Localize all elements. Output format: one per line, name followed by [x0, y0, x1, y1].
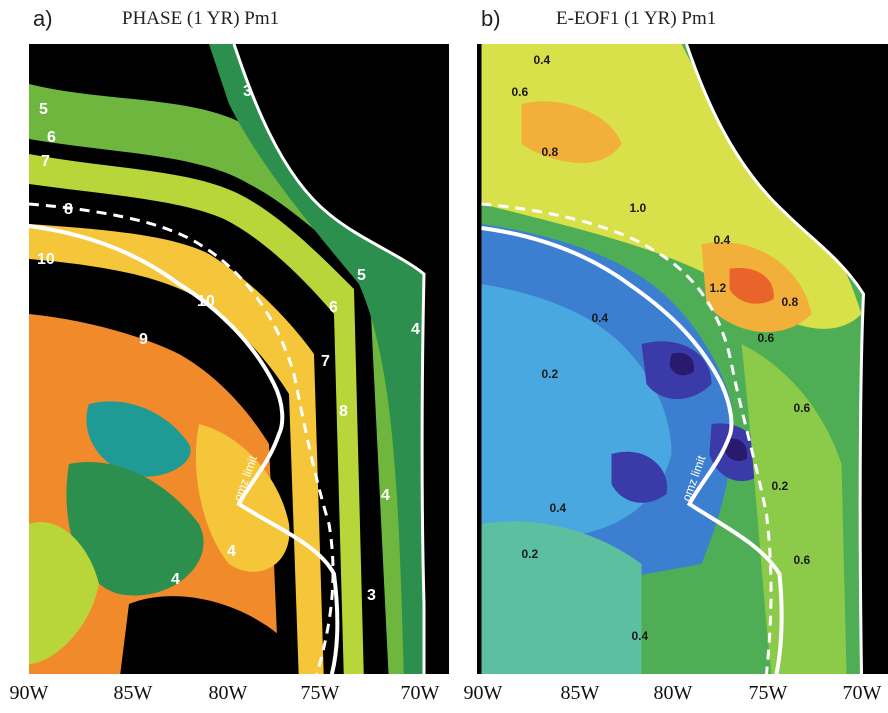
panel-a-letter: a): [33, 6, 53, 31]
eof-contour-label: 0.8: [782, 295, 799, 309]
eof-contour-label: 0.4: [714, 233, 731, 247]
eof-contour-label: 0.2: [542, 367, 559, 381]
phase-patch-green: [66, 462, 204, 596]
eof-contour-label: 0.6: [794, 553, 811, 567]
eof-contour-label: 0.6: [758, 331, 775, 345]
phase-x-tick: 85W: [113, 682, 153, 704]
phase-land: [234, 44, 449, 674]
phase-contour-label: 8: [339, 403, 348, 420]
eof-x-tick: 80W: [653, 682, 693, 704]
eof-min-3: [611, 451, 668, 503]
eof-contour-label: 0.2: [522, 547, 539, 561]
phase-coastal-strip: [209, 44, 429, 674]
panel-a-title: PHASE (1 YR) Pm1: [122, 8, 280, 29]
eof-contour-label: 0.4: [534, 53, 551, 67]
phase-patch-teal: [86, 401, 191, 477]
eof-land: [686, 44, 888, 674]
eof-x-tick: 75W: [748, 682, 788, 704]
eof-contour-label: 1.0: [630, 201, 647, 215]
eof-dashed-boundary: [481, 202, 773, 674]
phase-patch-black: [120, 596, 289, 674]
eof-omz-line: [481, 226, 784, 674]
eof-contour-label: 0.6: [512, 85, 529, 99]
eof-contour-label: 0.4: [550, 501, 567, 515]
eof-contour-label: 1.2: [710, 281, 727, 295]
phase-x-tick: 75W: [300, 682, 340, 704]
eof-contour-label: 0.4: [592, 311, 609, 325]
panel-b-title: E-EOF1 (1 YR) Pm1: [556, 8, 717, 29]
eof-coastal-green: [741, 344, 847, 674]
eof-coastline: [685, 44, 866, 674]
eof-map: 0.4 0.6 0.8 1.0 0.4 1.2 0.8 0.6 0.6 0.4 …: [477, 44, 888, 674]
phase-x-tick: 90W: [9, 682, 49, 704]
panel-b-letter: b): [481, 6, 501, 31]
phase-contour-label: 6: [47, 129, 56, 146]
phase-contour-label: 3: [367, 587, 376, 604]
phase-contour-label: 4: [227, 543, 236, 560]
eof-contour-label: 0.2: [772, 479, 789, 493]
eof-north-red: [729, 268, 774, 304]
eof-contour-label: 0.6: [794, 401, 811, 415]
phase-patch-lime: [29, 522, 99, 664]
eof-north-orange-1: [521, 101, 622, 163]
phase-contour-label: 10: [37, 251, 55, 268]
eof-offshore-teal: [481, 521, 642, 674]
phase-coastline: [232, 44, 426, 674]
phase-contour-label: 5: [39, 101, 48, 118]
phase-contour-label: 7: [321, 353, 330, 370]
phase-x-tick: 80W: [208, 682, 248, 704]
phase-contour-label: 5: [357, 267, 366, 284]
phase-map-svg: 5 6 7 8 10 10 9 8 7 6 5 4 4 4 3 3 4 omz …: [29, 44, 449, 674]
phase-contour-label: 8: [64, 201, 73, 218]
eof-map-svg: 0.4 0.6 0.8 1.0 0.4 1.2 0.8 0.6 0.6 0.4 …: [481, 44, 888, 674]
phase-omz-line: [29, 224, 340, 674]
phase-map: 5 6 7 8 10 10 9 8 7 6 5 4 4 4 3 3 4 omz …: [29, 44, 449, 674]
phase-contour-label: 3: [243, 83, 252, 100]
phase-contour-label: 4: [381, 487, 390, 504]
eof-contour-label: 0.8: [542, 145, 559, 159]
eof-min-1-core: [669, 352, 695, 376]
phase-contour-label: 10: [197, 293, 215, 310]
eof-min-2-core: [724, 438, 748, 461]
eof-contour-label: 0.4: [632, 629, 649, 643]
phase-x-tick: 70W: [400, 682, 440, 704]
phase-contour-label: 4: [171, 571, 180, 588]
phase-contour-label: 7: [41, 153, 50, 170]
eof-x-tick: 85W: [560, 682, 600, 704]
eof-x-tick: 70W: [842, 682, 882, 704]
eof-x-tick: 90W: [463, 682, 503, 704]
phase-contour-label: 4: [411, 321, 420, 338]
phase-contour-label: 6: [329, 299, 338, 316]
phase-contour-label: 9: [139, 331, 148, 348]
